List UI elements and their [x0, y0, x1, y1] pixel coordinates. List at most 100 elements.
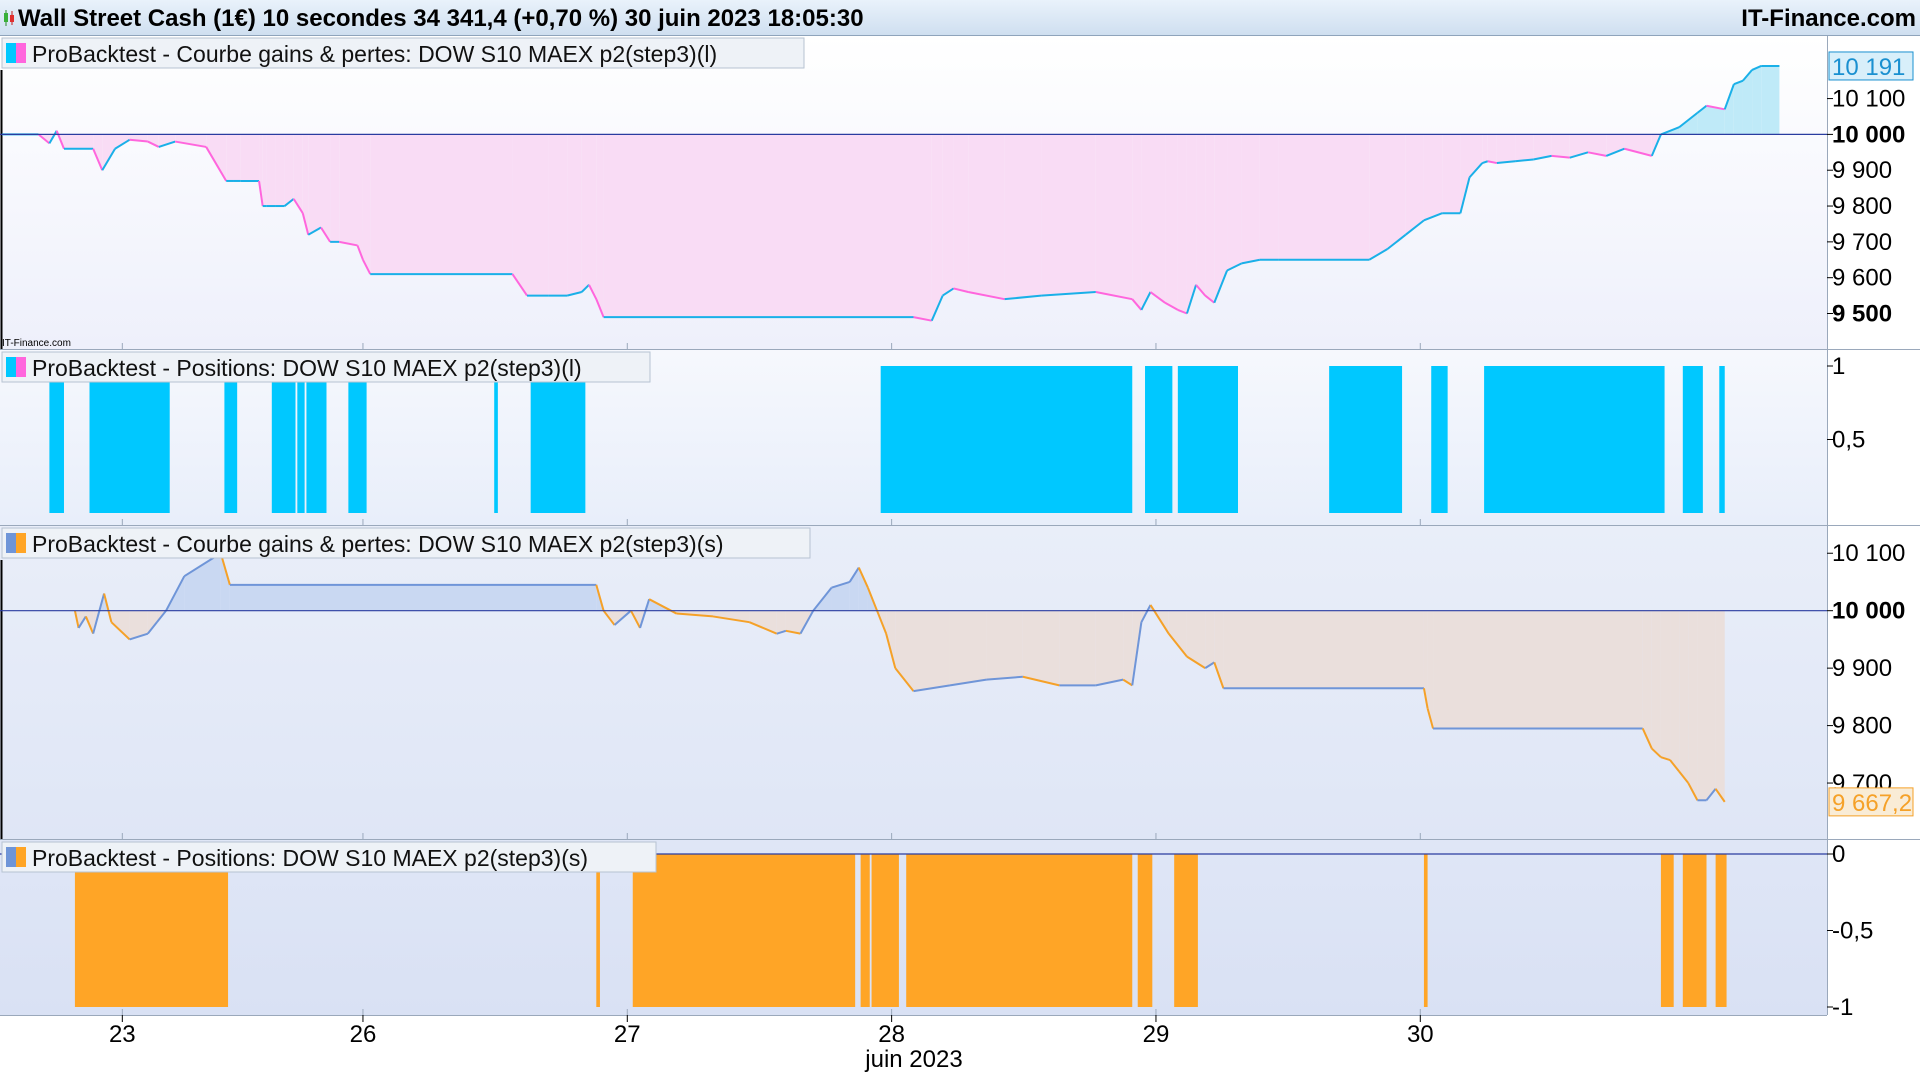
equity-fill	[1715, 610, 1725, 802]
equity-segment	[110, 621, 131, 641]
equity-segment	[1496, 160, 1516, 165]
equity-segment	[362, 259, 372, 275]
equity-segment	[1481, 160, 1489, 165]
position-bar	[74, 854, 229, 1007]
equity-fill	[1706, 610, 1716, 801]
legend-swatch-down	[16, 357, 26, 377]
y-tick-label: 9 800	[1832, 713, 1892, 740]
equity-fill	[1369, 134, 1388, 260]
position-bar	[1660, 854, 1674, 1007]
equity-fill	[330, 134, 340, 242]
position-bar	[306, 366, 327, 513]
position-bar	[1145, 366, 1173, 513]
position-bar	[1137, 854, 1153, 1007]
equity-segment	[581, 284, 590, 293]
equity-fill	[1761, 65, 1780, 135]
panel-long-positions: 10,5	[49, 353, 1865, 525]
equity-fill	[949, 610, 987, 686]
x-axis-month-label: juin 2023	[864, 1046, 962, 1073]
equity-fill	[240, 134, 260, 181]
equity-segment	[147, 140, 160, 148]
equity-segment	[307, 226, 322, 236]
equity-fill	[1041, 134, 1096, 296]
equity-fill	[229, 584, 597, 611]
equity-segment	[1140, 291, 1152, 311]
position-bar	[494, 366, 498, 513]
equity-fill	[1670, 610, 1680, 772]
equity-segment	[1706, 104, 1725, 111]
equity-segment	[103, 593, 113, 623]
equity-fill	[895, 610, 914, 692]
equity-segment	[205, 146, 228, 182]
equity-fill	[1423, 610, 1428, 709]
equity-segment	[848, 567, 860, 583]
equity-fill	[1697, 610, 1707, 801]
equity-segment	[749, 621, 778, 635]
x-tick-label: 26	[350, 1021, 377, 1048]
equity-fill	[184, 553, 221, 611]
legend-long-equity: ProBacktest - Courbe gains & pertes: DOW…	[1, 37, 805, 69]
equity-segment	[339, 240, 358, 247]
position-bar	[596, 854, 600, 1007]
equity-fill	[1752, 65, 1762, 135]
equity-fill	[1405, 134, 1424, 235]
equity-segment	[158, 140, 176, 148]
equity-segment	[1459, 177, 1471, 214]
equity-fill	[308, 134, 322, 235]
equity-fill	[93, 134, 103, 171]
equity-fill	[226, 134, 234, 181]
equity-fill	[913, 610, 950, 692]
equity-segment	[1651, 747, 1662, 758]
equity-segment	[1624, 147, 1653, 157]
equity-segment	[602, 610, 616, 626]
title-bar: Wall Street Cash (1€) 10 secondes 34 341…	[0, 0, 1920, 36]
equity-fill	[339, 134, 358, 246]
equity-segment	[1004, 294, 1042, 301]
equity-fill	[1487, 134, 1497, 164]
equity-segment	[876, 610, 888, 635]
equity-fill	[596, 134, 604, 318]
equity-segment	[630, 610, 641, 629]
equity-segment	[676, 612, 714, 618]
equity-segment	[1095, 291, 1133, 301]
equity-fill	[102, 134, 116, 171]
equity-segment	[92, 593, 106, 634]
equity-fill	[953, 134, 969, 293]
equity-segment	[1468, 162, 1484, 179]
equity-fill	[1651, 610, 1661, 758]
y-tick-label: 9 800	[1832, 193, 1892, 220]
legend-title: ProBacktest - Positions: DOW S10 MAEX p2…	[32, 845, 588, 871]
equity-segment	[1514, 158, 1534, 163]
equity-fill	[858, 567, 868, 611]
equity-fill	[931, 134, 943, 321]
equity-fill	[1223, 610, 1424, 689]
equity-segment	[156, 610, 167, 623]
equity-segment	[967, 291, 1005, 301]
equity-segment	[1650, 134, 1662, 157]
equity-segment	[73, 610, 80, 629]
x-axis-area	[0, 1015, 1920, 1080]
equity-fill	[266, 134, 276, 207]
position-bar	[1484, 366, 1665, 513]
equity-segment	[776, 629, 787, 635]
equity-segment	[639, 598, 651, 629]
equity-segment	[101, 148, 116, 171]
equity-segment	[147, 621, 158, 635]
legend-long-positions: ProBacktest - Positions: DOW S10 MAEX p2…	[1, 351, 651, 383]
equity-segment	[799, 610, 815, 635]
equity-segment	[857, 567, 869, 589]
equity-fill	[1688, 610, 1698, 801]
equity-segment	[1641, 728, 1653, 749]
equity-fill	[512, 134, 528, 296]
position-bar	[1423, 854, 1428, 1007]
legend-short-equity: ProBacktest - Courbe gains & pertes: DOW…	[1, 527, 811, 559]
equity-segment	[785, 629, 801, 635]
equity-fill	[986, 610, 1023, 680]
position-bar	[1715, 854, 1727, 1007]
equity-fill	[1433, 610, 1643, 729]
equity-fill	[603, 134, 914, 318]
equity-fill	[129, 610, 148, 640]
equity-fill	[158, 134, 176, 147]
equity-fill	[1241, 134, 1260, 264]
position-bar	[880, 366, 1133, 513]
